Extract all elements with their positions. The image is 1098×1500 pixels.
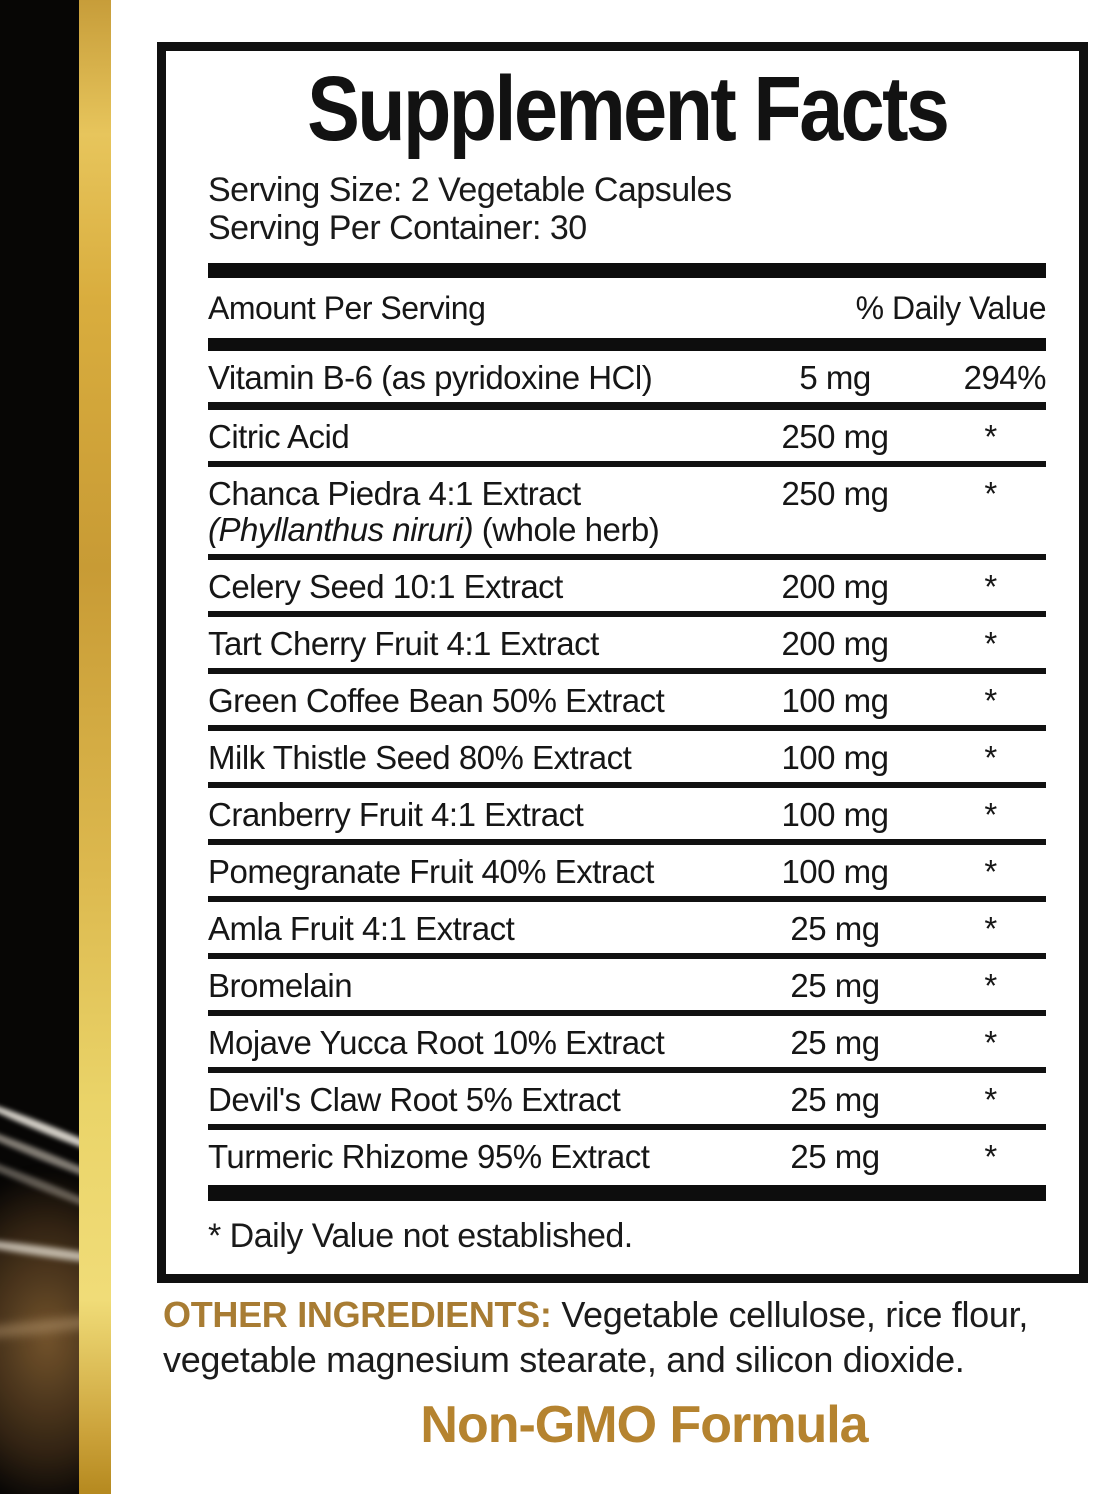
smoke-art-streak: [0, 1309, 79, 1343]
ingredient-amount: 25 mg: [790, 1138, 880, 1175]
ingredient-name: Pomegranate Fruit 40% Extract: [208, 853, 654, 890]
panel-title: Supplement Facts: [208, 61, 1046, 157]
smoke-art-streak: [0, 1234, 79, 1272]
ingredient-amount: 25 mg: [790, 967, 880, 1004]
ingredient-daily-value: *: [984, 418, 997, 455]
ingredient-daily-value: *: [984, 796, 997, 833]
ingredient-amount: 100 mg: [781, 796, 889, 833]
table-row: Devil's Claw Root 5% Extract 25 mg *: [208, 1073, 1046, 1130]
table-row: Bromelain 25 mg *: [208, 959, 1046, 1016]
ingredient-daily-value: *: [984, 682, 997, 719]
plant-part: (whole herb): [473, 511, 660, 548]
table-row: Vitamin B-6 (as pyridoxine HCl) 5 mg 294…: [208, 351, 1047, 410]
serving-per-container-line: Serving Per Container: 30: [208, 209, 587, 247]
ingredient-name-main: Chanca Piedra 4:1 Extract: [208, 475, 581, 512]
ingredient-daily-value: *: [984, 1138, 997, 1175]
ingredient-amount: 200 mg: [781, 568, 889, 605]
ingredient-amount: 250 mg: [781, 475, 889, 512]
ingredient-name: Citric Acid: [208, 418, 350, 455]
ingredient-amount: 25 mg: [790, 1081, 880, 1118]
table-row: Citric Acid 250 mg *: [208, 410, 1046, 467]
bottom-divider-bar: [208, 1185, 1046, 1201]
table-row: Celery Seed 10:1 Extract 200 mg *: [208, 560, 1046, 617]
ingredient-amount: 5 mg: [799, 359, 871, 396]
table-row: Milk Thistle Seed 80% Extract 100 mg *: [208, 731, 1046, 788]
other-ingredients-label: OTHER INGREDIENTS:: [163, 1294, 552, 1335]
ingredient-name: Devil's Claw Root 5% Extract: [208, 1081, 621, 1118]
ingredient-name: Green Coffee Bean 50% Extract: [208, 682, 665, 719]
ingredient-amount: 200 mg: [781, 625, 889, 662]
other-ingredients-line1: Vegetable cellulose, rice flour,: [551, 1294, 1029, 1335]
table-row: Chanca Piedra 4:1 Extract (Phyllanthus n…: [208, 467, 1046, 560]
ingredient-daily-value: *: [984, 1081, 997, 1118]
ingredient-name: Turmeric Rhizome 95% Extract: [208, 1138, 650, 1175]
latin-name: (Phyllanthus niruri): [208, 511, 474, 548]
other-ingredients-line2: vegetable magnesium stearate, and silico…: [163, 1339, 965, 1380]
section-divider-bar: [208, 263, 1046, 278]
ingredient-name: Mojave Yucca Root 10% Extract: [208, 1024, 665, 1061]
ingredient-amount: 100 mg: [781, 853, 889, 890]
ingredient-name: Cranberry Fruit 4:1 Extract: [208, 796, 584, 833]
daily-value-header: % Daily Value: [855, 290, 1047, 326]
supplement-facts-panel: Supplement Facts Serving Size: 2 Vegetab…: [157, 42, 1088, 1283]
table-row: Tart Cherry Fruit 4:1 Extract 200 mg *: [208, 617, 1046, 674]
ingredient-name-subline: (Phyllanthus niruri) (whole herb): [208, 512, 729, 548]
smoke-art-streak: [0, 1096, 79, 1169]
ingredient-amount: 100 mg: [781, 682, 889, 719]
ingredient-name: Milk Thistle Seed 80% Extract: [208, 739, 632, 776]
ingredient-amount: 100 mg: [781, 739, 889, 776]
ingredient-amount: 250 mg: [781, 418, 889, 455]
ingredient-amount: 25 mg: [790, 910, 880, 947]
ingredient-name: Vitamin B-6 (as pyridoxine HCl): [208, 359, 653, 396]
daily-value-footnote: * Daily Value not established.: [208, 1217, 633, 1255]
ingredient-daily-value: *: [984, 739, 997, 776]
ingredient-daily-value: *: [984, 568, 997, 605]
ingredient-daily-value: *: [984, 625, 997, 662]
ingredient-amount: 25 mg: [790, 1024, 880, 1061]
non-gmo-headline: Non-GMO Formula: [420, 1396, 868, 1454]
header-divider-bar: [208, 338, 1046, 351]
ingredient-name: Chanca Piedra 4:1 Extract (Phyllanthus n…: [208, 476, 735, 548]
table-row: Amla Fruit 4:1 Extract 25 mg *: [208, 902, 1046, 959]
panel-title-text: Supplement Facts: [306, 58, 950, 160]
ingredient-daily-value: *: [984, 475, 997, 512]
serving-size-line: Serving Size: 2 Vegetable Capsules: [208, 171, 732, 209]
table-row: Mojave Yucca Root 10% Extract 25 mg *: [208, 1016, 1046, 1073]
other-ingredients-text: OTHER INGREDIENTS: Vegetable cellulose, …: [163, 1292, 1098, 1382]
table-row: Pomegranate Fruit 40% Extract 100 mg *: [208, 845, 1046, 902]
ingredient-name: Tart Cherry Fruit 4:1 Extract: [208, 625, 599, 662]
amount-per-serving-header: Amount Per Serving: [208, 290, 486, 326]
table-row: Turmeric Rhizome 95% Extract 25 mg *: [208, 1130, 1046, 1185]
ingredient-daily-value: *: [984, 910, 997, 947]
table-row: Green Coffee Bean 50% Extract 100 mg *: [208, 674, 1046, 731]
ingredient-daily-value: *: [984, 967, 997, 1004]
ingredient-daily-value: *: [984, 1024, 997, 1061]
smoke-art-glow: [0, 1150, 79, 1494]
ingredient-name: Amla Fruit 4:1 Extract: [208, 910, 515, 947]
left-black-strip: [0, 0, 79, 1494]
gold-stripe: [79, 0, 111, 1494]
ingredient-daily-value: *: [984, 853, 997, 890]
ingredient-daily-value: 294%: [963, 359, 1047, 396]
table-header-row: Amount Per Serving % Daily Value: [208, 278, 1047, 338]
ingredient-name: Celery Seed 10:1 Extract: [208, 568, 563, 605]
ingredient-name: Bromelain: [208, 967, 353, 1004]
table-row: Cranberry Fruit 4:1 Extract 100 mg *: [208, 788, 1046, 845]
